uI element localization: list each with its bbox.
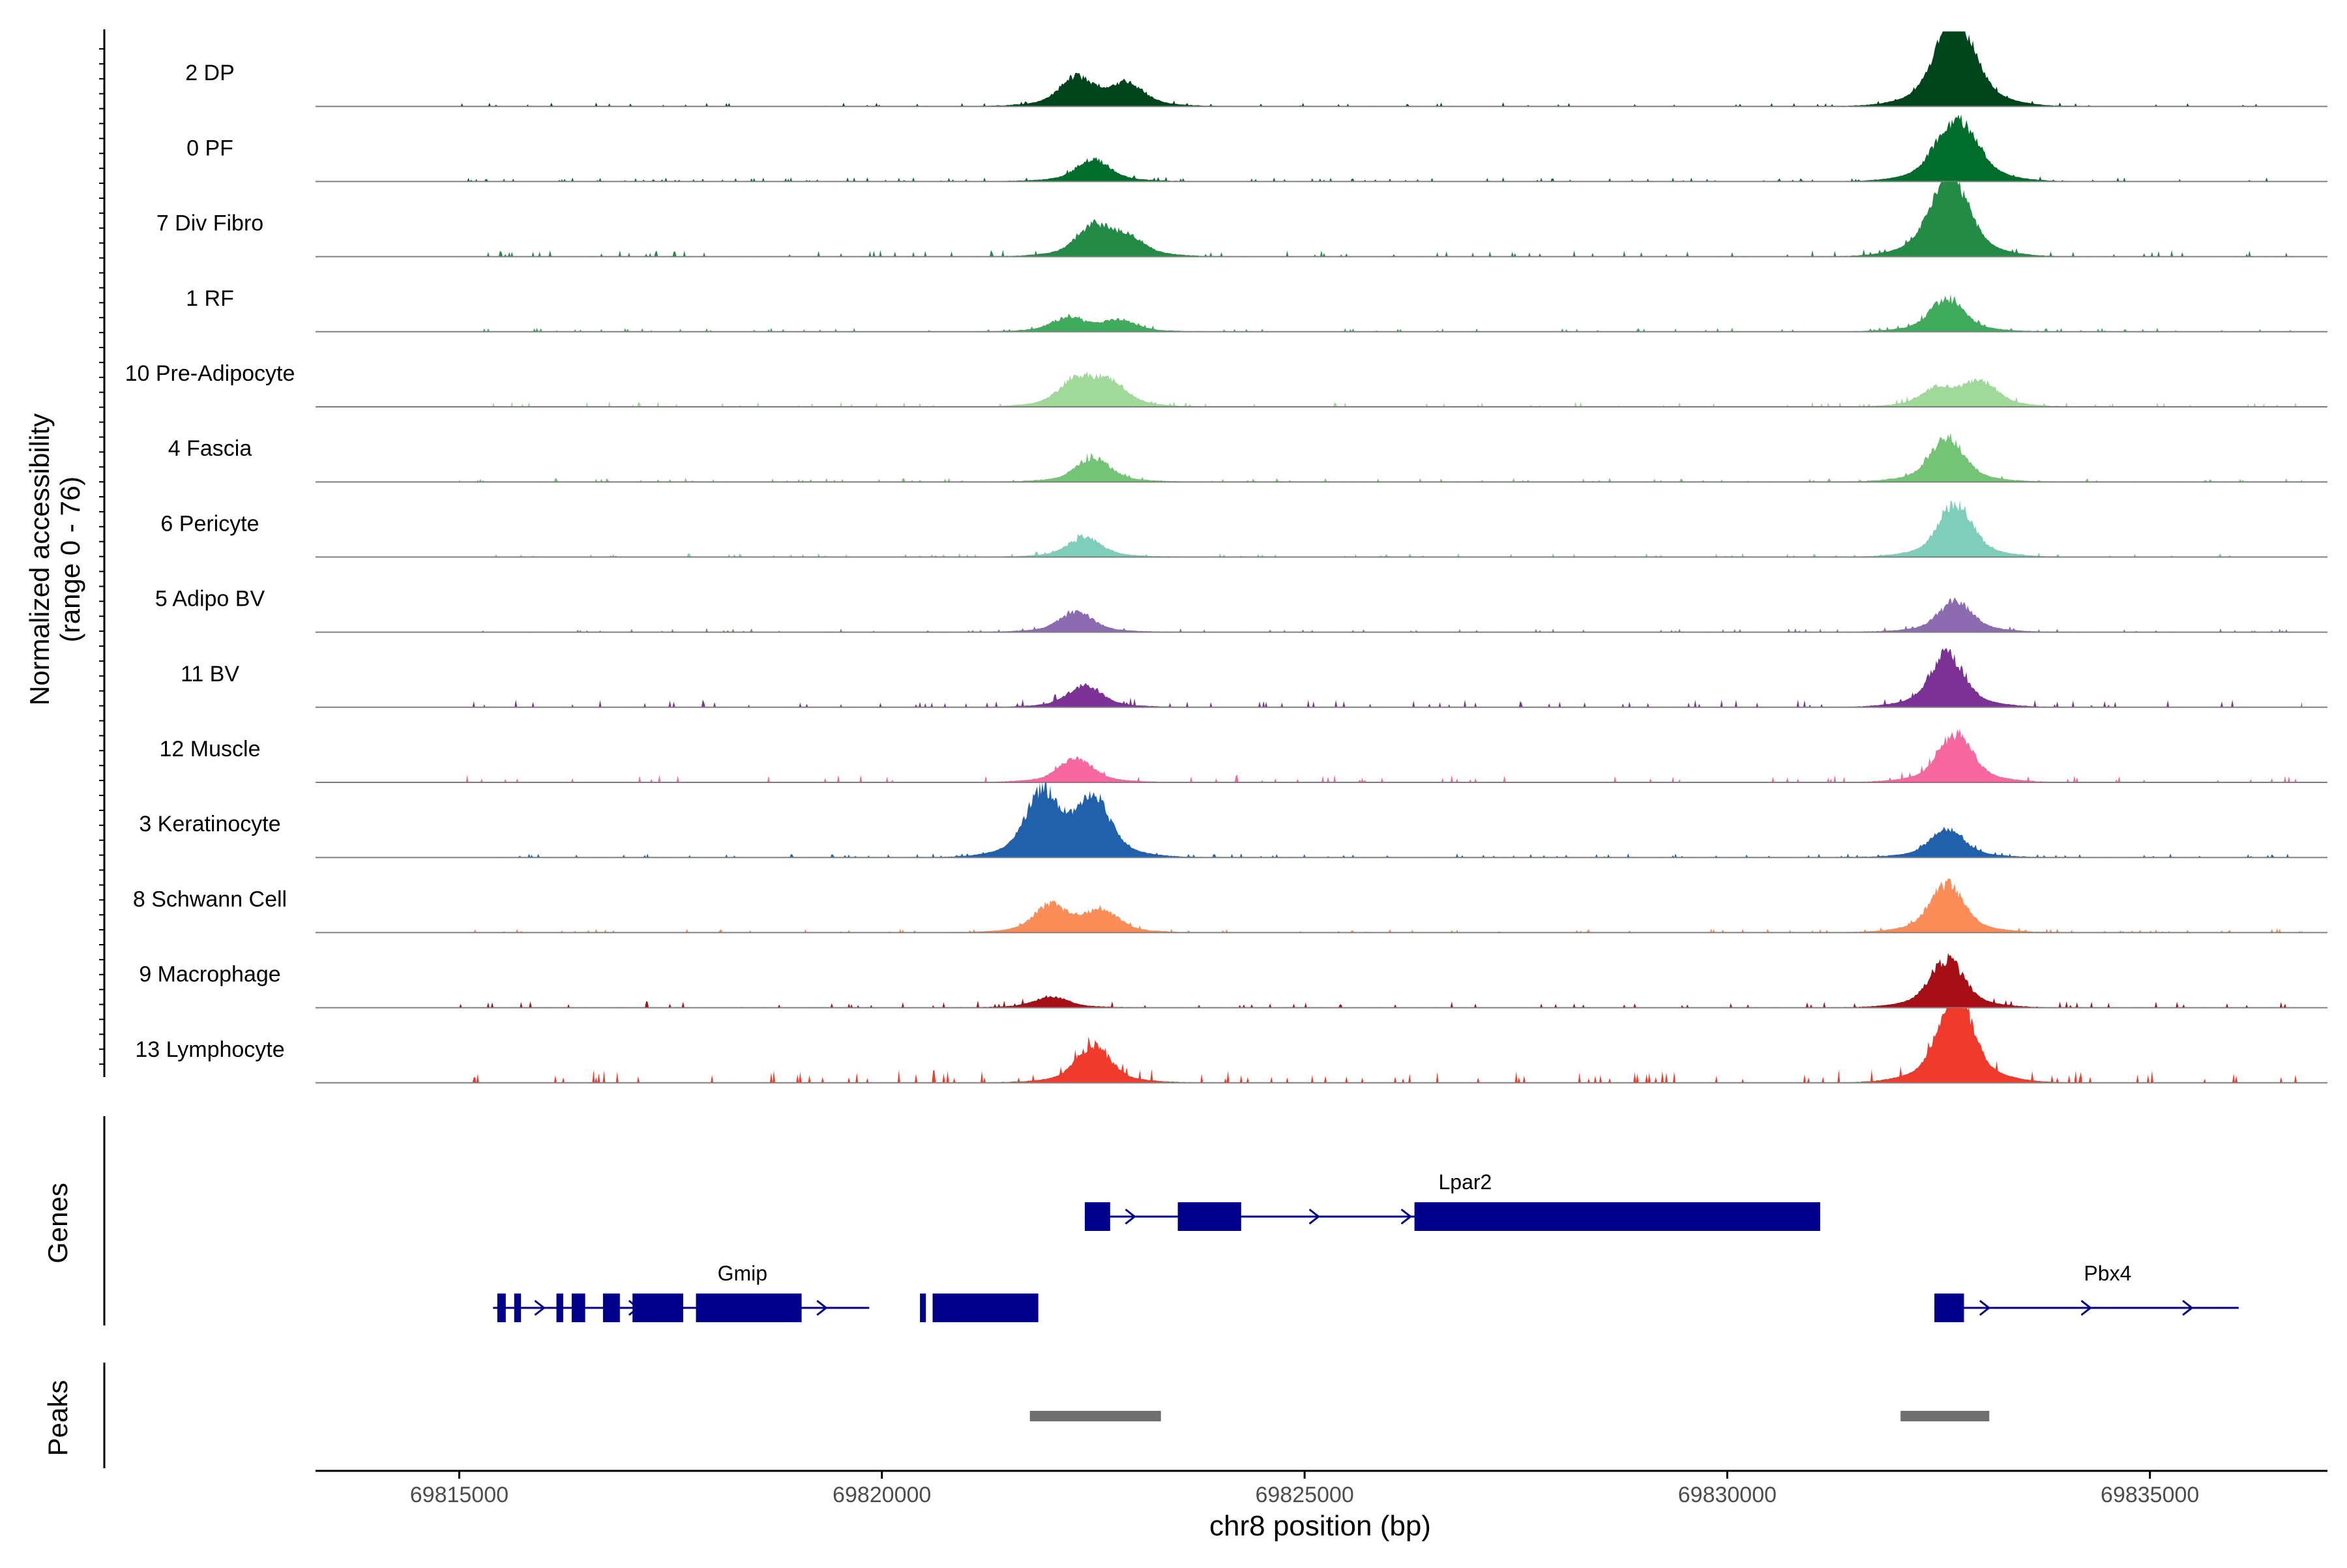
gene-exon	[1934, 1294, 1964, 1322]
peaks-layer	[1029, 1411, 1990, 1421]
track-3: 7 Div Fibro	[156, 181, 2327, 258]
track-area	[459, 432, 2303, 482]
gene-exon	[602, 1294, 620, 1322]
gene-exon	[932, 1294, 1039, 1322]
track-9: 11 BV	[181, 648, 2327, 708]
x-tick-label: 69815000	[410, 1483, 509, 1507]
track-area	[459, 181, 2303, 257]
gene-strand-arrow	[534, 1299, 546, 1316]
gene-exon	[1414, 1202, 1820, 1231]
track-2: 0 PF	[186, 114, 2327, 183]
genes-layer: Lpar2 Gmip Pbx4	[493, 1170, 2239, 1322]
track-label: 6 Pericyte	[160, 511, 259, 536]
track-area	[459, 1007, 2303, 1083]
track-label: 10 Pre-Adipocyte	[125, 361, 295, 386]
peaks-panel-label: Peaks	[42, 1380, 73, 1457]
track-area	[459, 728, 2303, 782]
track-area	[459, 500, 2303, 557]
gene-pbx4: Pbx4	[1934, 1262, 2239, 1322]
gene-exon	[514, 1294, 522, 1322]
track-6: 4 Fascia	[168, 432, 2327, 483]
genes-panel-label: Genes	[42, 1183, 73, 1264]
gene-exon	[556, 1294, 563, 1322]
axis-layer: 69815000 69820000 69825000 69830000 69835000	[99, 29, 2327, 1507]
track-7: 6 Pericyte	[160, 500, 2327, 558]
gene-exon	[497, 1294, 506, 1322]
gene-exon	[696, 1294, 802, 1322]
track-label: 0 PF	[186, 136, 233, 160]
gene-strand-arrow	[2080, 1299, 2092, 1316]
track-8: 5 Adipo BV	[155, 587, 2327, 633]
track-label: 7 Div Fibro	[156, 211, 263, 236]
track-label: 8 Schwann Cell	[133, 887, 287, 911]
y-axis-title-line1: Normalized accessibility	[24, 413, 55, 705]
track-14: 13 Lymphocyte	[135, 1007, 2327, 1084]
track-area	[459, 31, 2303, 107]
track-13: 9 Macrophage	[139, 953, 2327, 1009]
track-12: 8 Schwann Cell	[133, 878, 2327, 934]
track-label: 1 RF	[186, 286, 234, 311]
x-tick-label: 69830000	[1678, 1483, 1777, 1507]
track-label: 9 Macrophage	[139, 962, 280, 987]
gene-exon	[1177, 1202, 1241, 1231]
gene-strand-arrow	[1308, 1208, 1320, 1225]
track-label: 3 Keratinocyte	[139, 812, 280, 836]
peak-region	[1900, 1411, 1990, 1421]
track-5: 10 Pre-Adipocyte	[125, 361, 2327, 407]
track-label: 4 Fascia	[168, 436, 252, 461]
track-1: 2 DP	[185, 31, 2327, 108]
track-area	[459, 648, 2303, 707]
x-tick-label: 69835000	[2101, 1483, 2199, 1507]
gene-label: Lpar2	[1438, 1170, 1492, 1194]
track-label: 13 Lymphocyte	[135, 1037, 284, 1062]
track-area	[459, 782, 2303, 858]
gene-exon	[571, 1294, 585, 1322]
gene-label: Gmip	[718, 1262, 767, 1285]
x-axis-title: chr8 position (bp)	[1209, 1510, 1431, 1542]
gene-exon	[1084, 1202, 1110, 1231]
gene-strand-arrow	[2182, 1299, 2194, 1316]
track-4: 1 RF	[186, 286, 2327, 333]
gene-strand-arrow	[1125, 1208, 1136, 1225]
peak-region	[1029, 1411, 1161, 1421]
gene-label: Pbx4	[2084, 1262, 2131, 1285]
track-area	[459, 372, 2303, 407]
track-label: 11 BV	[181, 662, 239, 687]
track-11: 3 Keratinocyte	[139, 782, 2327, 859]
gene-strand-arrow	[1979, 1299, 1991, 1316]
track-area	[459, 114, 2303, 182]
gene-strand-arrow	[1400, 1208, 1412, 1225]
x-tick-label: 69820000	[833, 1483, 931, 1507]
track-label: 2 DP	[185, 61, 235, 85]
track-label: 12 Muscle	[160, 737, 261, 762]
track-10: 12 Muscle	[160, 728, 2327, 783]
track-area	[459, 878, 2303, 933]
gene-strand-arrow	[816, 1299, 828, 1316]
x-tick-label: 69825000	[1255, 1483, 1353, 1507]
track-area	[459, 293, 2303, 332]
track-area	[459, 953, 2303, 1008]
tracks-layer: 2 DP 0 PF 7 Div Fibro 1 RF 10 Pre-Adipocyte 4…	[125, 31, 2327, 1084]
gene-exon	[632, 1294, 683, 1322]
track-area	[459, 597, 2303, 632]
gene-lpar2: Lpar2	[1084, 1170, 1821, 1231]
track-label: 5 Adipo BV	[155, 587, 265, 612]
y-axis-title-line2: (range 0 - 76)	[55, 477, 85, 642]
gene-gmip: Gmip	[493, 1262, 1039, 1322]
gene-exon	[920, 1294, 926, 1322]
